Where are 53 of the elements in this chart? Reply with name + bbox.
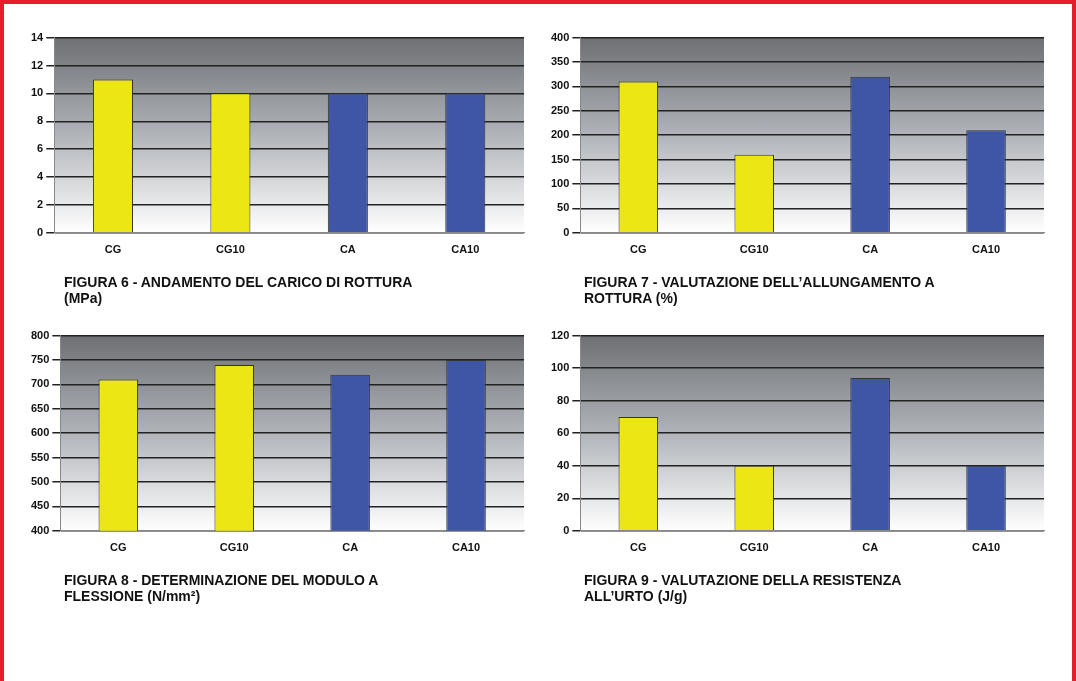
y-tick-label: 100 xyxy=(550,361,570,374)
y-tick-label: 400 xyxy=(30,523,50,536)
text: FIGURA 6 - ANDAMENTO DEL CARICO DI ROTTURA (MPa) xyxy=(64,274,413,308)
y-tick-label: 4 xyxy=(37,170,45,183)
x-tick-label: CG10 xyxy=(216,243,245,256)
x-tick-label: CA xyxy=(862,243,879,256)
x-tick-label: CA10 xyxy=(451,243,480,256)
y-tick-label: 550 xyxy=(30,450,50,463)
y-tick-label: 500 xyxy=(30,475,50,488)
y-tick-label: 400 xyxy=(550,30,570,43)
y-tick-label: 60 xyxy=(557,426,570,439)
x-tick-label: CG xyxy=(630,541,647,554)
y-tick-label: 2 xyxy=(37,197,44,210)
y-tick-label: 0 xyxy=(563,523,570,536)
x-tick-label: CA10 xyxy=(971,541,1001,554)
y-tick-label: 40 xyxy=(557,458,570,471)
y-tick-label: 450 xyxy=(30,499,50,512)
x-tick-label: CA xyxy=(862,541,879,554)
x-tick-label: CA xyxy=(339,243,356,256)
y-tick-label: 10 xyxy=(30,86,44,99)
y-tick-label: 350 xyxy=(550,55,570,68)
y-tick-label: 6 xyxy=(37,142,44,155)
y-tick-label: 14 xyxy=(30,30,45,43)
y-tick-label: 150 xyxy=(550,152,570,165)
y-tick-label: 0 xyxy=(563,225,570,238)
y-tick-label: 120 xyxy=(550,328,570,341)
x-tick-label: CG10 xyxy=(219,541,249,554)
x-tick-label: CG10 xyxy=(739,541,769,554)
x-tick-label: CG xyxy=(630,243,647,256)
y-tick-label: 700 xyxy=(30,377,50,390)
text: FIGURA 8 - DETERMINAZIONE DEL MODULO A FLESSIONE (N/mm²) xyxy=(64,572,379,606)
y-tick-label: 0 xyxy=(37,225,44,238)
y-tick-label: 750 xyxy=(30,353,50,366)
x-tick-label: CG10 xyxy=(739,243,769,256)
text: FIGURA 7 - VALUTAZIONE DELL’ALLUNGAMENTO A ROTTURA (%) xyxy=(584,274,935,308)
y-tick-label: 8 xyxy=(37,114,44,127)
x-tick-label: CG xyxy=(110,541,127,554)
y-tick-label: 50 xyxy=(557,201,570,214)
y-tick-label: 100 xyxy=(550,177,570,190)
y-tick-label: 200 xyxy=(550,128,570,141)
x-tick-label: CG xyxy=(104,243,122,256)
x-tick-label: CA10 xyxy=(971,243,1001,256)
y-tick-label: 80 xyxy=(557,393,570,406)
x-tick-label: CA xyxy=(342,541,359,554)
y-tick-label: 650 xyxy=(30,401,50,414)
y-tick-label: 12 xyxy=(30,58,44,71)
text: FIGURA 9 - VALUTAZIONE DELLA RESISTENZA ALL’URTO (J/g) xyxy=(584,572,902,606)
y-tick-label: 20 xyxy=(557,491,570,504)
y-tick-label: 600 xyxy=(30,426,50,439)
x-tick-label: CA10 xyxy=(451,541,481,554)
y-tick-label: 300 xyxy=(550,79,570,92)
y-tick-label: 800 xyxy=(30,328,50,341)
y-tick-label: 250 xyxy=(550,103,570,116)
